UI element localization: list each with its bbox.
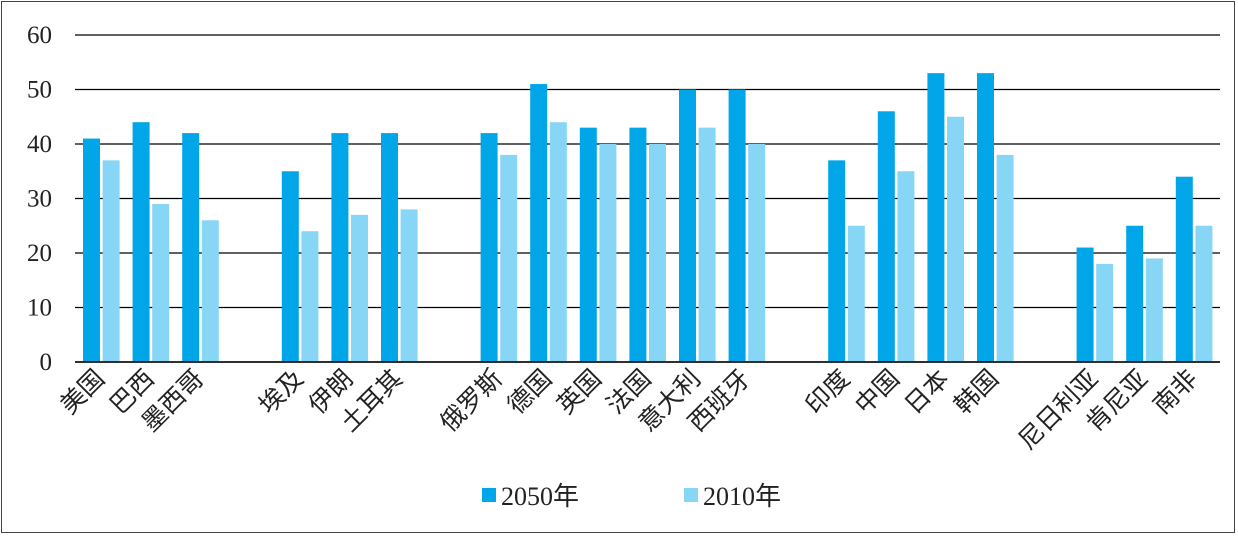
bar-西班牙-2050年 bbox=[728, 89, 746, 362]
legend-swatch-2010年 bbox=[684, 488, 698, 502]
legend-label: 2010年 bbox=[703, 482, 781, 511]
bar-巴西-2050年 bbox=[132, 122, 150, 362]
bar-法国-2050年 bbox=[629, 127, 647, 363]
category-label: 中国 bbox=[849, 364, 905, 420]
bar-美国-2010年 bbox=[102, 160, 120, 362]
bar-土耳其-2010年 bbox=[400, 209, 418, 362]
y-tick-label: 0 bbox=[40, 349, 53, 376]
legend-label: 2050年 bbox=[501, 482, 579, 511]
bar-德国-2010年 bbox=[549, 122, 567, 362]
category-label: 印度 bbox=[800, 364, 856, 420]
legend: 2050年 2010年 bbox=[482, 482, 781, 511]
bar-南非-2050年 bbox=[1175, 176, 1193, 362]
y-tick-label: 10 bbox=[27, 295, 52, 322]
bar-中国-2010年 bbox=[897, 171, 915, 362]
y-tick-label: 20 bbox=[27, 240, 52, 267]
category-label: 德国 bbox=[502, 364, 558, 420]
bar-肯尼亚-2010年 bbox=[1145, 258, 1163, 362]
bar-西班牙-2010年 bbox=[748, 144, 766, 362]
bar-俄罗斯-2050年 bbox=[480, 133, 498, 362]
bar-印度-2050年 bbox=[828, 160, 846, 362]
bar-美国-2050年 bbox=[83, 138, 100, 362]
bar-英国-2050年 bbox=[579, 127, 597, 363]
bar-德国-2050年 bbox=[530, 84, 548, 363]
bar-伊朗-2050年 bbox=[331, 133, 349, 362]
bar-韩国-2010年 bbox=[996, 154, 1014, 362]
bar-土耳其-2050年 bbox=[381, 133, 398, 362]
bar-法国-2010年 bbox=[649, 144, 666, 362]
bar-日本-2050年 bbox=[927, 73, 945, 363]
bar-巴西-2010年 bbox=[152, 203, 170, 362]
bar-南非-2010年 bbox=[1195, 225, 1213, 362]
legend-swatch-2050年 bbox=[482, 488, 496, 502]
y-tick-label: 50 bbox=[27, 77, 52, 104]
bar-伊朗-2010年 bbox=[351, 214, 368, 362]
bar-韩国-2050年 bbox=[977, 73, 994, 363]
bar-中国-2050年 bbox=[877, 111, 895, 362]
bar-尼日利亚-2010年 bbox=[1096, 263, 1114, 362]
bar-墨西哥-2010年 bbox=[201, 220, 219, 362]
grid-lines bbox=[75, 34, 1220, 363]
category-label: 英国 bbox=[551, 364, 607, 420]
bars bbox=[83, 73, 1213, 363]
category-label: 埃及 bbox=[253, 364, 309, 420]
y-tick-label: 40 bbox=[27, 131, 52, 158]
y-tick-label: 60 bbox=[27, 22, 52, 49]
bar-墨西哥-2050年 bbox=[182, 133, 200, 362]
bar-埃及-2050年 bbox=[281, 171, 299, 362]
bar-埃及-2010年 bbox=[301, 231, 319, 362]
bar-肯尼亚-2050年 bbox=[1126, 225, 1144, 362]
bar-印度-2010年 bbox=[847, 225, 865, 362]
y-tick-labels: 0 10 20 30 40 50 60 bbox=[27, 22, 52, 376]
bar-俄罗斯-2010年 bbox=[500, 154, 518, 362]
bar-尼日利亚-2050年 bbox=[1076, 247, 1094, 362]
category-label: 南非 bbox=[1147, 364, 1203, 420]
bar-意大利-2050年 bbox=[679, 89, 696, 362]
category-label: 韩国 bbox=[948, 364, 1004, 420]
y-tick-label: 30 bbox=[27, 186, 52, 213]
category-label: 俄罗斯 bbox=[434, 364, 508, 438]
category-label: 日本 bbox=[899, 364, 955, 420]
category-label: 美国 bbox=[54, 364, 110, 420]
bar-意大利-2010年 bbox=[698, 127, 716, 363]
bar-日本-2010年 bbox=[947, 116, 964, 362]
bar-英国-2010年 bbox=[599, 144, 617, 362]
